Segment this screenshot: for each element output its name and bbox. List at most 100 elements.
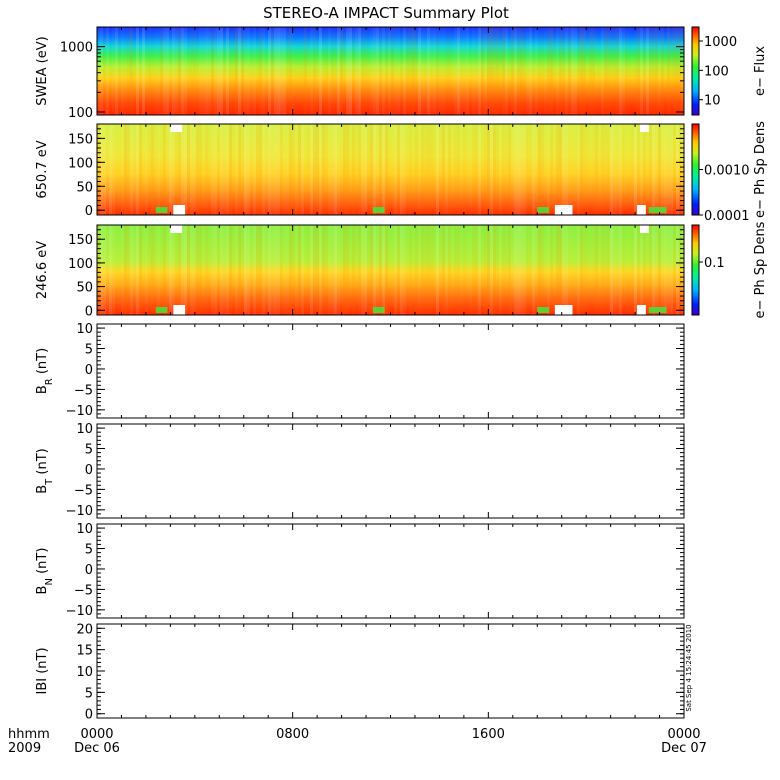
pad650-heatmap-stripe	[181, 124, 184, 215]
pad246-heatmap-stripe	[565, 225, 568, 315]
pad246-heatmap-stripe	[121, 225, 124, 315]
pad246-heatmap-stripe	[628, 225, 631, 315]
pad650-heatmap-stripe	[574, 124, 577, 215]
bn-y-tick-label: 10	[76, 522, 93, 537]
pad246-data-gap	[554, 305, 573, 315]
pad650-heatmap-stripe	[601, 124, 604, 215]
swea-heatmap-stripe	[568, 27, 571, 115]
pad650-heatmap-stripe	[100, 124, 103, 215]
swea-heatmap-stripe	[115, 27, 118, 115]
pad246-heatmap-stripe	[244, 225, 247, 315]
swea-heatmap-stripe	[151, 27, 154, 115]
swea-heatmap-stripe	[649, 27, 652, 115]
pad246-heatmap-stripe	[118, 225, 121, 315]
pad650-heatmap-stripe	[436, 124, 439, 215]
pad650-heatmap-stripe	[580, 124, 583, 215]
pad246-heatmap-stripe	[343, 225, 346, 315]
pad246-heatmap-stripe	[346, 225, 349, 315]
pad246-heatmap-patch	[155, 307, 168, 313]
pad246-heatmap-stripe	[421, 225, 424, 315]
swea-heatmap-stripe	[430, 27, 433, 115]
swea-heatmap-stripe	[406, 27, 409, 115]
pad650-heatmap-stripe	[526, 124, 529, 215]
pad246-heatmap-stripe	[493, 225, 496, 315]
pad246-heatmap-stripe	[409, 225, 412, 315]
pad246-heatmap-stripe	[325, 225, 328, 315]
pad246-heatmap-stripe	[328, 225, 331, 315]
swea-colorbar-tick-label: 1000	[704, 35, 737, 50]
pad650-heatmap-stripe	[121, 124, 124, 215]
pad246-heatmap-stripe	[499, 225, 502, 315]
swea-heatmap-stripe	[127, 27, 130, 115]
swea-heatmap-stripe	[169, 27, 172, 115]
swea-heatmap-stripe	[364, 27, 367, 115]
pad246-heatmap-stripe	[220, 225, 223, 315]
pad246-heatmap-stripe	[508, 225, 511, 315]
pad246-heatmap-stripe	[553, 225, 556, 315]
swea-heatmap-stripe	[514, 27, 517, 115]
pad650-heatmap-stripe	[586, 124, 589, 215]
pad246-heatmap-stripe	[379, 225, 382, 315]
pad246-heatmap-stripe	[145, 225, 148, 315]
pad650-heatmap-stripe	[355, 124, 358, 215]
br-y-tick-label: 5	[85, 343, 93, 358]
year-label: 2009	[8, 741, 41, 756]
pad650-heatmap-stripe	[139, 124, 142, 215]
pad650-heatmap-stripe	[433, 124, 436, 215]
swea-heatmap-stripe	[175, 27, 178, 115]
x-tick-label: 0800	[276, 727, 309, 742]
pad650-heatmap-stripe	[487, 124, 490, 215]
swea-heatmap-stripe	[640, 27, 643, 115]
pad246-heatmap-stripe	[259, 225, 262, 315]
pad246-heatmap-patch	[648, 307, 667, 313]
pad246-heatmap-stripe	[424, 225, 427, 315]
pad246-heatmap-stripe	[271, 225, 274, 315]
swea-heatmap-stripe	[346, 27, 349, 115]
pad246-heatmap-stripe	[250, 225, 253, 315]
pad650-heatmap-stripe	[454, 124, 457, 215]
pad246-heatmap-stripe	[532, 225, 535, 315]
pad650-heatmap-stripe	[391, 124, 394, 215]
pad650-heatmap-stripe	[130, 124, 133, 215]
pad246-heatmap-stripe	[274, 225, 277, 315]
pad650-heatmap-stripe	[220, 124, 223, 215]
x-date-label: Dec 07	[661, 741, 707, 756]
swea-heatmap-stripe	[226, 27, 229, 115]
pad650-heatmap-stripe	[544, 124, 547, 215]
pad246-heatmap-stripe	[418, 225, 421, 315]
swea-heatmap-stripe	[652, 27, 655, 115]
swea-heatmap-stripe	[280, 27, 283, 115]
x-tick-label: 0000	[80, 727, 113, 742]
pad246-heatmap-stripe	[631, 225, 634, 315]
swea-heatmap-stripe	[106, 27, 109, 115]
pad650-heatmap-stripe	[616, 124, 619, 215]
pad650-heatmap-stripe	[148, 124, 151, 215]
pad650-heatmap-stripe	[223, 124, 226, 215]
pad246-heatmap-stripe	[634, 225, 637, 315]
swea-heatmap-stripe	[562, 27, 565, 115]
pad246-heatmap-stripe	[115, 225, 118, 315]
pad246-heatmap-stripe	[217, 225, 220, 315]
swea-heatmap-stripe	[658, 27, 661, 115]
pad246-heatmap-stripe	[676, 225, 679, 315]
swea-heatmap-stripe	[415, 27, 418, 115]
pad650-heatmap-stripe	[451, 124, 454, 215]
pad650-heatmap-stripe	[370, 124, 373, 215]
pad650-heatmap-stripe	[256, 124, 259, 215]
swea-heatmap-stripe	[412, 27, 415, 115]
swea-heatmap-stripe	[616, 27, 619, 115]
pad650-heatmap-stripe	[502, 124, 505, 215]
pad650-heatmap-stripe	[376, 124, 379, 215]
pad650-heatmap-stripe	[310, 124, 313, 215]
pad246-heatmap-stripe	[388, 225, 391, 315]
swea-heatmap-stripe	[232, 27, 235, 115]
pad650-heatmap-stripe	[463, 124, 466, 215]
pad650-heatmap-stripe	[265, 124, 268, 215]
pad246-heatmap-stripe	[391, 225, 394, 315]
pad246-heatmap-stripe	[637, 225, 640, 315]
swea-heatmap-stripe	[112, 27, 115, 115]
swea-heatmap-stripe	[481, 27, 484, 115]
pad650-heatmap-stripe	[301, 124, 304, 215]
pad650-heatmap-stripe	[508, 124, 511, 215]
swea-heatmap-stripe	[559, 27, 562, 115]
